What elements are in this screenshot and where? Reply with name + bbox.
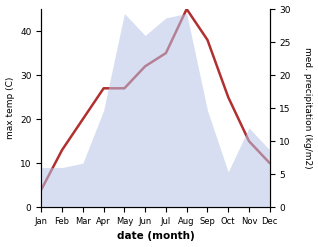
Y-axis label: med. precipitation (kg/m2): med. precipitation (kg/m2) <box>303 47 313 169</box>
X-axis label: date (month): date (month) <box>117 231 194 242</box>
Y-axis label: max temp (C): max temp (C) <box>5 77 15 139</box>
